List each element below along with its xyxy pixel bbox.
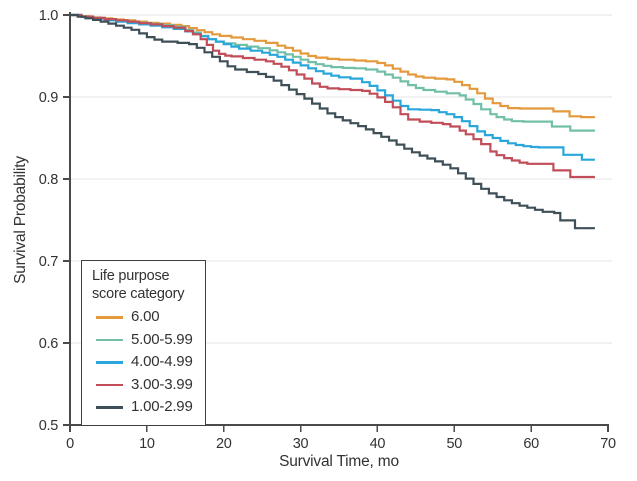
- legend-label: 3.00-3.99: [131, 375, 193, 393]
- legend-entry-5.00-5.99: 5.00-5.99: [92, 329, 199, 352]
- y-tick-label: 0.9: [39, 90, 58, 106]
- legend-box: Life purpose score category 6.00 5.00-5.…: [81, 260, 206, 426]
- x-tick-label: 50: [447, 436, 463, 452]
- y-tick-label: 1.0: [39, 8, 58, 24]
- legend-label: 5.00-5.99: [131, 330, 193, 348]
- series-curve-6.00: [70, 13, 595, 119]
- y-tick-label: 0.6: [39, 336, 58, 352]
- series-curve-3.00-3.99: [70, 13, 595, 179]
- legend-label: 4.00-4.99: [131, 353, 193, 371]
- y-axis-title: Survival Probability: [12, 156, 29, 284]
- x-axis-title: Survival Time, mo: [279, 453, 399, 470]
- series-curve-4.00-4.99: [70, 13, 595, 161]
- x-tick-label: 60: [523, 436, 539, 452]
- x-tick-label: 0: [66, 436, 74, 452]
- y-tick-label: 0.7: [39, 254, 58, 270]
- legend-entry-3.00-3.99: 3.00-3.99: [92, 374, 199, 397]
- y-tick-label: 0.8: [39, 172, 58, 188]
- x-tick-label: 10: [139, 436, 155, 452]
- legend-label: 1.00-2.99: [131, 398, 193, 416]
- legend-entry-1.00-2.99: 1.00-2.99: [92, 396, 199, 419]
- x-tick-label: 20: [216, 436, 232, 452]
- y-tick-label: 0.5: [39, 418, 58, 434]
- legend-label: 6.00: [131, 308, 160, 326]
- legend-line-swatch-blue: [96, 361, 123, 364]
- series-curve-1.00-2.99: [70, 13, 595, 230]
- legend-entry-6.00: 6.00: [92, 306, 199, 329]
- legend-entry-4.00-4.99: 4.00-4.99: [92, 351, 199, 374]
- legend-title: Life purpose score category: [92, 268, 185, 302]
- legend-line-swatch-red: [96, 383, 123, 386]
- legend-line-swatch-orange: [96, 316, 123, 319]
- x-tick-label: 70: [600, 436, 616, 452]
- x-tick-label: 30: [293, 436, 309, 452]
- legend-line-swatch-teal: [96, 338, 123, 341]
- x-tick-label: 40: [370, 436, 386, 452]
- legend-line-swatch-darkslate: [96, 406, 123, 409]
